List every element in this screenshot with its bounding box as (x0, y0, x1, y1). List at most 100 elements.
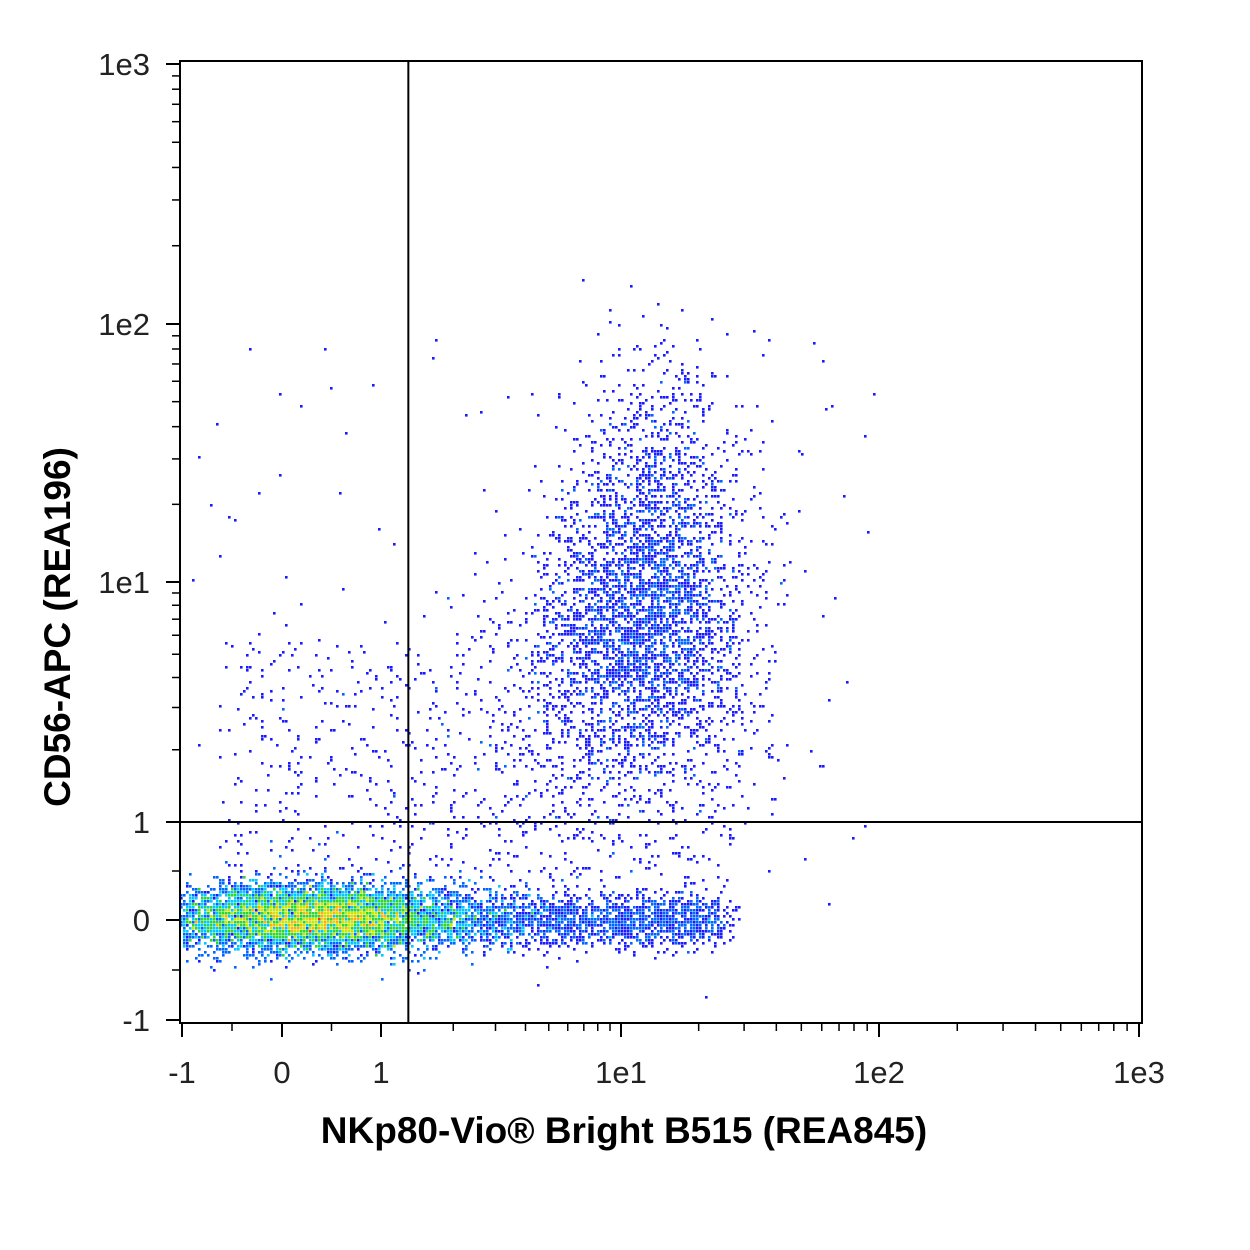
event-dot (570, 900, 573, 903)
event-dot (714, 945, 717, 948)
event-dot (618, 771, 621, 774)
event-dot (405, 927, 408, 930)
event-dot (270, 906, 273, 909)
event-dot (396, 942, 399, 945)
event-dot (219, 948, 222, 951)
event-dot (237, 912, 240, 915)
event-dot (624, 606, 627, 609)
event-dot (351, 885, 354, 888)
event-dot (438, 933, 441, 936)
event-dot (663, 630, 666, 633)
event-dot (261, 918, 264, 921)
event-dot (705, 522, 708, 525)
event-dot (627, 696, 630, 699)
event-dot (645, 915, 648, 918)
event-dot (672, 543, 675, 546)
event-dot (657, 906, 660, 909)
event-dot (639, 504, 642, 507)
event-dot (615, 930, 618, 933)
event-dot (555, 891, 558, 894)
event-dot (558, 912, 561, 915)
event-dot (492, 921, 495, 924)
event-dot (342, 921, 345, 924)
event-dot (315, 897, 318, 900)
event-dot (351, 915, 354, 918)
event-dot (642, 597, 645, 600)
event-dot (615, 660, 618, 663)
event-dot (549, 930, 552, 933)
event-dot (630, 942, 633, 945)
event-dot (681, 912, 684, 915)
event-dot (699, 936, 702, 939)
event-dot (699, 933, 702, 936)
event-dot (576, 504, 579, 507)
event-dot (600, 504, 603, 507)
event-dot (666, 495, 669, 498)
event-dot (594, 627, 597, 630)
event-dot (285, 951, 288, 954)
event-dot (294, 939, 297, 942)
event-dot (624, 534, 627, 537)
event-dot (717, 576, 720, 579)
event-dot (282, 948, 285, 951)
event-dot (687, 600, 690, 603)
event-dot (696, 711, 699, 714)
event-dot (657, 609, 660, 612)
event-dot (657, 534, 660, 537)
event-dot (684, 522, 687, 525)
event-dot (444, 921, 447, 924)
event-dot (642, 519, 645, 522)
event-dot (480, 912, 483, 915)
event-dot (411, 927, 414, 930)
event-dot (228, 930, 231, 933)
event-dot (612, 519, 615, 522)
event-dot (234, 912, 237, 915)
event-dot (276, 918, 279, 921)
event-dot (582, 588, 585, 591)
event-dot (642, 618, 645, 621)
event-dot (300, 882, 303, 885)
event-dot (699, 636, 702, 639)
event-dot (237, 921, 240, 924)
event-dot (543, 900, 546, 903)
event-dot (642, 627, 645, 630)
event-dot (663, 567, 666, 570)
event-dot (456, 930, 459, 933)
event-dot (663, 735, 666, 738)
event-dot (312, 906, 315, 909)
event-dot (672, 567, 675, 570)
event-dot (330, 915, 333, 918)
event-dot (699, 537, 702, 540)
event-dot (381, 945, 384, 948)
event-dot (636, 588, 639, 591)
event-dot (450, 921, 453, 924)
event-dot (588, 936, 591, 939)
event-dot (222, 951, 225, 954)
event-dot (690, 591, 693, 594)
event-dot (420, 939, 423, 942)
event-dot (369, 903, 372, 906)
event-dot (228, 924, 231, 927)
event-dot (663, 525, 666, 528)
event-dot (585, 654, 588, 657)
event-dot (309, 912, 312, 915)
event-dot (669, 615, 672, 618)
event-dot (675, 561, 678, 564)
event-dot (480, 900, 483, 903)
event-dot (465, 909, 468, 912)
event-dot (567, 933, 570, 936)
event-dot (429, 915, 432, 918)
event-dot (663, 666, 666, 669)
event-dot (402, 897, 405, 900)
event-dot (189, 900, 192, 903)
event-dot (402, 906, 405, 909)
event-dot (720, 699, 723, 702)
event-dot (453, 912, 456, 915)
event-dot (546, 705, 549, 708)
event-dot (618, 615, 621, 618)
event-dot (690, 597, 693, 600)
event-dot (231, 933, 234, 936)
event-dot (579, 600, 582, 603)
event-dot (423, 933, 426, 936)
event-dot (627, 927, 630, 930)
